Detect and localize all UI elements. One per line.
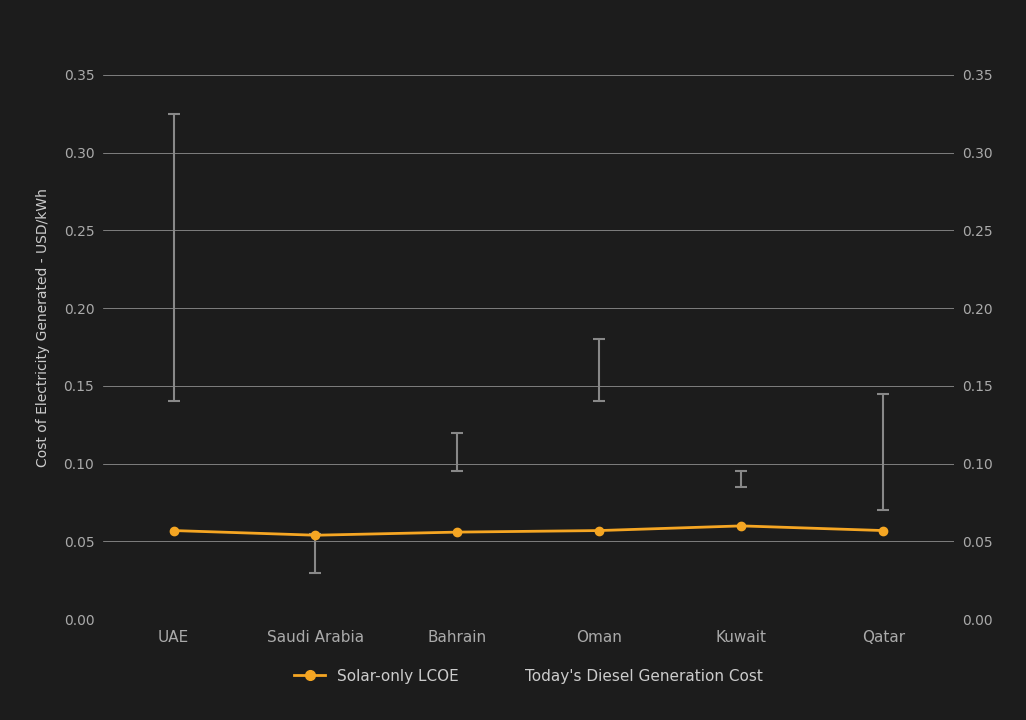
Y-axis label: Cost of Electricity Generated - USD/kWh: Cost of Electricity Generated - USD/kWh xyxy=(36,188,49,467)
Legend: Solar-only LCOE, Today's Diesel Generation Cost: Solar-only LCOE, Today's Diesel Generati… xyxy=(288,663,768,690)
